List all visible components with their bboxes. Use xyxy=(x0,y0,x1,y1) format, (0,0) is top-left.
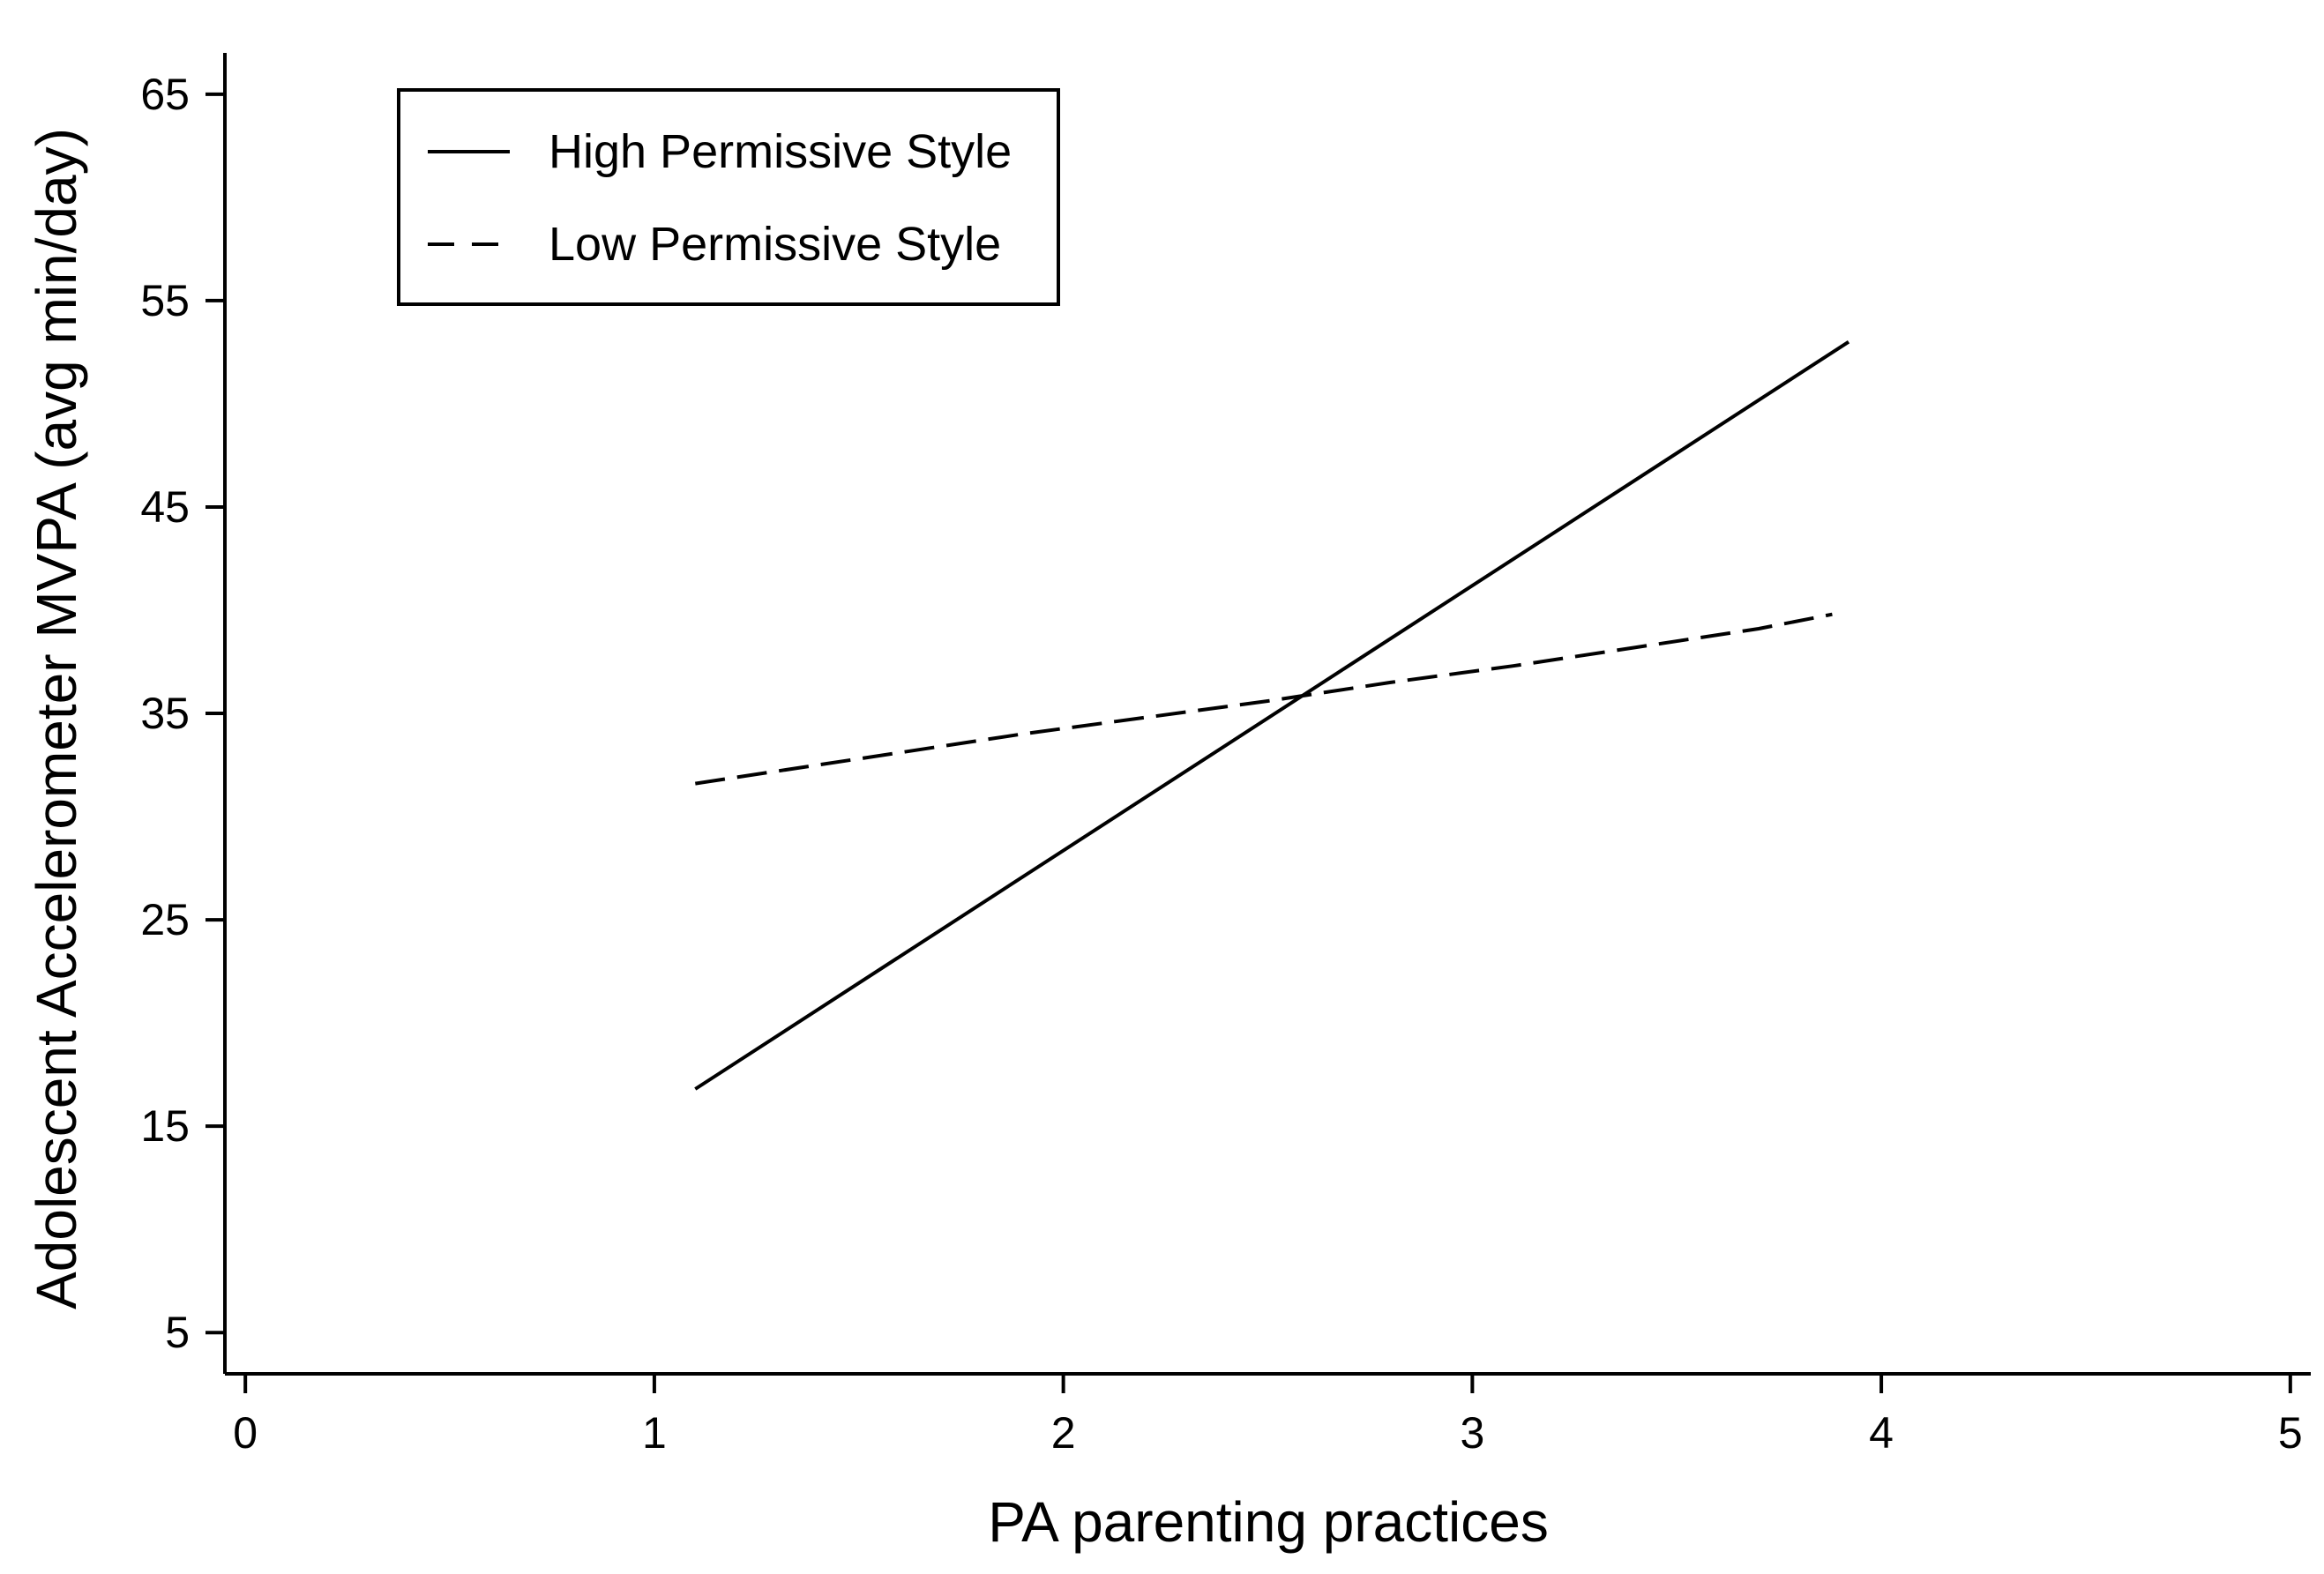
series-group xyxy=(694,340,1850,1091)
x-tick-label: 3 xyxy=(1460,1408,1484,1458)
y-tick-label: 55 xyxy=(140,276,190,325)
y-tick-label: 35 xyxy=(140,689,190,738)
series-line-high-permissive xyxy=(694,340,1850,1091)
y-ticks: 5 15 25 35 45 55 65 xyxy=(140,70,225,1357)
y-tick-label: 25 xyxy=(140,895,190,944)
series-line-low-permissive xyxy=(694,612,1833,786)
x-tick-label: 0 xyxy=(233,1408,258,1458)
x-tick-label: 2 xyxy=(1051,1408,1076,1458)
x-ticks: 0 1 2 3 4 5 xyxy=(233,1374,2303,1458)
legend-label-high-permissive: High Permissive Style xyxy=(549,125,1012,178)
legend-label-low-permissive: Low Permissive Style xyxy=(549,218,1001,271)
x-axis-label: PA parenting practices xyxy=(988,1490,1549,1554)
x-tick-label: 1 xyxy=(642,1408,667,1458)
x-tick-label: 4 xyxy=(1869,1408,1894,1458)
y-tick-label: 15 xyxy=(140,1101,190,1151)
x-tick-label: 5 xyxy=(2278,1408,2303,1458)
y-tick-label: 45 xyxy=(140,482,190,532)
legend: High Permissive Style Low Permissive Sty… xyxy=(397,88,1060,306)
y-axis-label: Adolescent Accelerometer MVPA (avg min/d… xyxy=(25,128,88,1309)
legend-box xyxy=(397,88,1060,306)
y-tick-label: 65 xyxy=(140,70,190,119)
y-tick-label: 5 xyxy=(165,1308,190,1357)
